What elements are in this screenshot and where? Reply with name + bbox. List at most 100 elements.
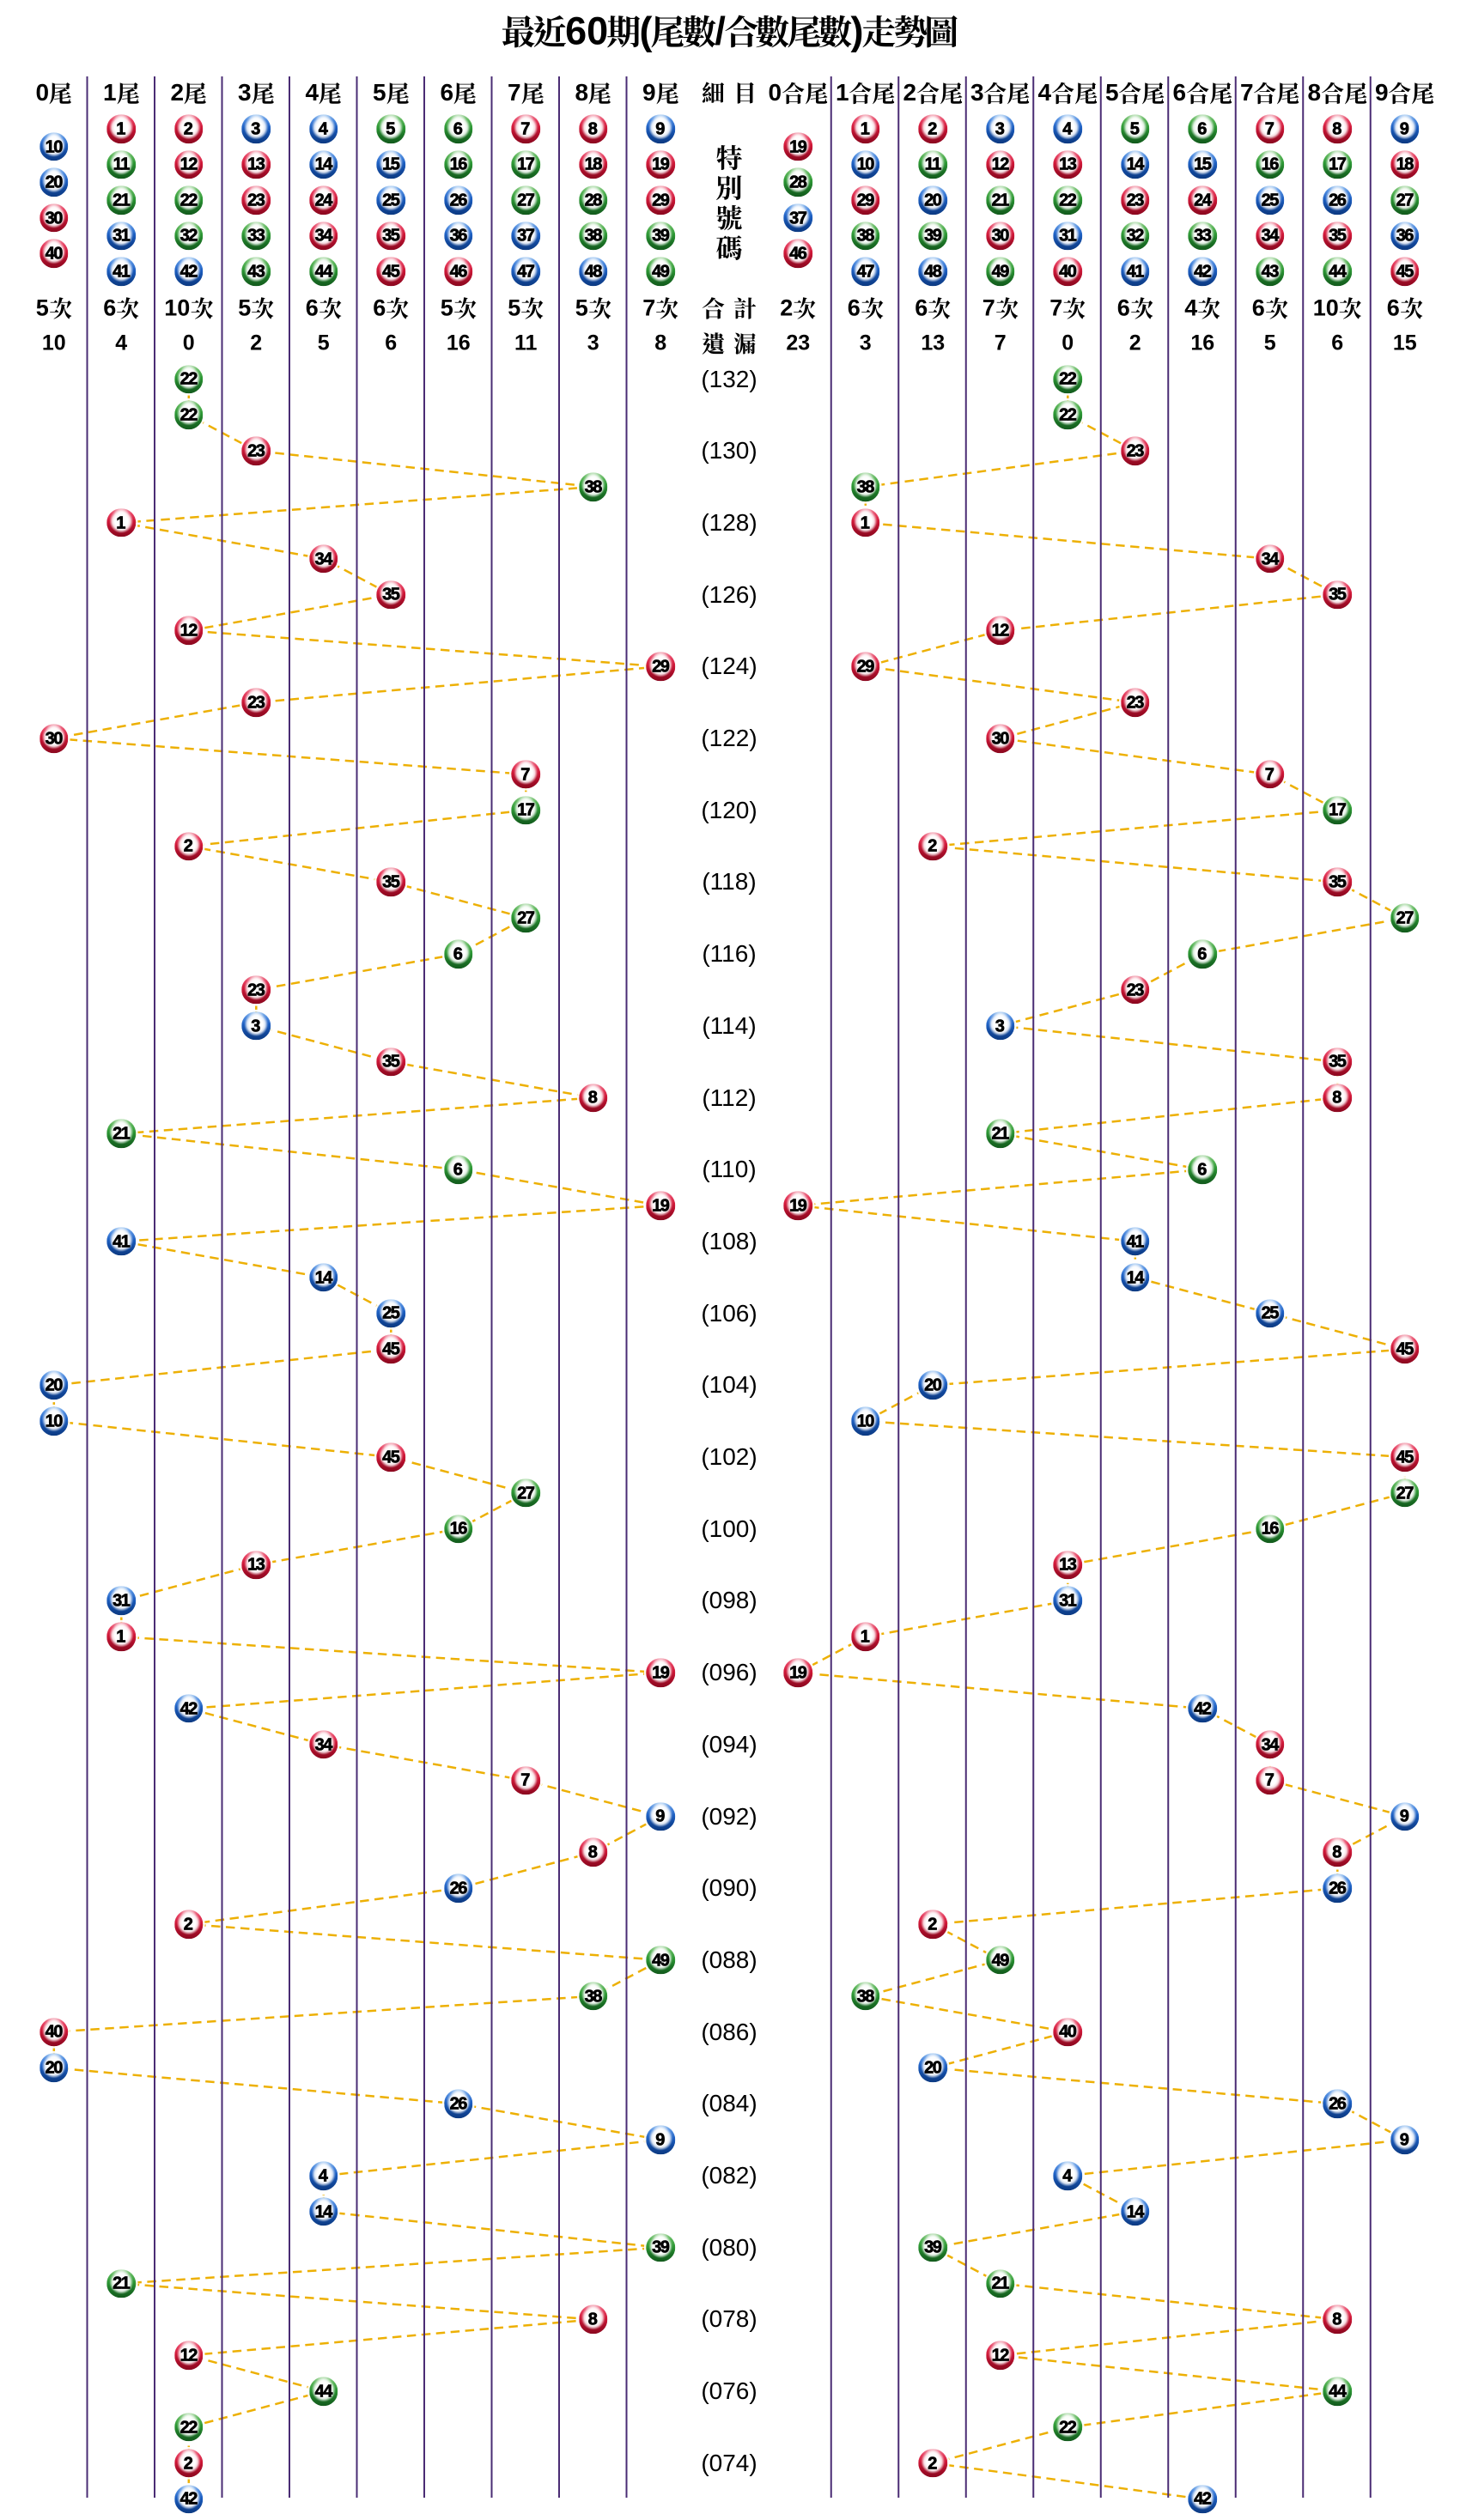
cjk-glyph-合 [725, 15, 758, 47]
ball-number: 31 [113, 1591, 131, 1611]
cjk-glyph-次 [49, 296, 72, 319]
cjk-glyph-合 [702, 296, 725, 319]
cjk-glyph-尾 [805, 82, 828, 104]
draw-ball-tail: 22 [174, 364, 204, 394]
glyph-path [184, 82, 207, 104]
draw-ball-sumtail: 42 [1188, 1694, 1217, 1723]
count-sumtail-1: 6 [848, 296, 884, 319]
text-run: 5 [35, 295, 49, 320]
ball-number: 1 [860, 1627, 870, 1647]
ball-number: 46 [789, 244, 807, 264]
cjk-glyph-合 [1186, 82, 1209, 104]
header-ball: 2 [174, 114, 204, 143]
draw-ball-sumtail: 35 [1323, 1047, 1352, 1077]
header-ball: 45 [376, 257, 405, 286]
glyph-path [702, 332, 725, 355]
draw-ball-tail: 10 [40, 1406, 69, 1436]
ball-number: 43 [1261, 262, 1279, 281]
text-run: 4 [1184, 295, 1198, 320]
ball-number: 20 [924, 1375, 942, 1395]
ball-number: 21 [113, 2274, 131, 2293]
count-tail-1: 6 [103, 296, 139, 319]
draw-ball-sumtail: 26 [1323, 1873, 1352, 1903]
ball-number: 8 [1332, 2310, 1342, 2329]
draw-ball-sumtail: 26 [1323, 2089, 1352, 2119]
draw-ball-sumtail: 23 [1121, 975, 1150, 1005]
header-ball: 19 [646, 149, 675, 179]
header-ball: 2 [918, 114, 947, 143]
cjk-glyph-次 [1265, 296, 1288, 319]
glyph-path [702, 296, 725, 319]
miss-tail-2: 0 [182, 331, 195, 355]
column-header-sumtail-6: 6 [1172, 81, 1232, 105]
draw-ball-sumtail: 8 [1323, 1837, 1352, 1867]
text-run: 2 [780, 295, 794, 320]
period-label: (108) [701, 1227, 757, 1254]
header-ball: 7 [1256, 114, 1285, 143]
ball-number: 20 [45, 173, 63, 192]
glyph-path [1412, 82, 1434, 104]
glyph-path [683, 15, 716, 47]
period-label: (094) [701, 1730, 757, 1758]
ball-number: 23 [1126, 441, 1144, 461]
ball-number: 48 [584, 262, 602, 281]
draw-ball-tail: 44 [309, 2377, 338, 2406]
draw-ball-sumtail: 21 [986, 2268, 1015, 2298]
text-run: 2 [903, 79, 917, 106]
period-label: (100) [701, 1515, 757, 1542]
ball-number: 1 [860, 119, 870, 138]
header-ball: 39 [646, 221, 675, 251]
text-run: 60 [565, 9, 609, 53]
cjk-glyph-近 [533, 15, 566, 47]
ball-number: 19 [789, 137, 807, 156]
cjk-glyph-次 [191, 296, 213, 319]
cjk-glyph-尾 [49, 82, 72, 104]
ball-number: 49 [991, 1950, 1009, 1970]
ball-number: 23 [1126, 693, 1144, 713]
header-ball: 47 [511, 257, 540, 286]
glyph-path [1198, 296, 1220, 319]
cjk-glyph-尾 [319, 82, 342, 104]
period-label: (120) [701, 796, 757, 823]
glyph-path [588, 296, 611, 319]
ball-number: 14 [314, 155, 332, 174]
text-run: 7 [642, 295, 656, 320]
ball-number: 43 [247, 262, 265, 281]
header-ball: 43 [241, 257, 271, 286]
count-sumtail-0: 2 [780, 296, 816, 319]
glyph-path [1007, 82, 1030, 104]
ball-number: 9 [655, 2130, 666, 2150]
miss-sumtail-8: 6 [1331, 331, 1344, 355]
header-ball: 14 [309, 149, 338, 179]
draw-ball-tail: 27 [511, 1479, 540, 1508]
glyph-path [607, 15, 641, 47]
text-run: 8 [575, 79, 589, 106]
count-tail-7: 5 [508, 296, 544, 319]
draw-ball-tail: 14 [309, 1263, 338, 1292]
count-tail-6: 5 [441, 296, 477, 319]
header-ball: 3 [986, 114, 1015, 143]
ball-number: 20 [45, 1375, 63, 1395]
ball-number: 30 [45, 729, 63, 748]
cjk-glyph-合 [1051, 82, 1074, 104]
header-ball: 42 [174, 257, 204, 286]
header-ball: 10 [851, 149, 880, 179]
header-ball: 45 [1390, 257, 1420, 286]
ball-number: 14 [314, 2201, 332, 2221]
miss-sumtail-1: 3 [859, 331, 872, 355]
ball-number: 4 [318, 119, 328, 138]
cjk-glyph-尾 [1209, 82, 1232, 104]
draw-ball-sumtail: 20 [918, 1370, 947, 1400]
ball-number: 30 [991, 226, 1009, 246]
draw-ball-tail: 27 [511, 903, 540, 932]
trend-connector-line [52, 379, 665, 2499]
draw-ball-tail: 8 [579, 1837, 608, 1867]
glyph-path [1344, 82, 1367, 104]
draw-ball-sumtail: 2 [918, 1910, 947, 1939]
header-ball: 19 [783, 132, 812, 161]
header-ball: 5 [1121, 114, 1150, 143]
header-ball: 16 [444, 149, 473, 179]
draw-ball-tail: 23 [241, 436, 271, 465]
ball-number: 42 [179, 1698, 198, 1718]
draw-ball-tail: 22 [174, 2413, 204, 2442]
